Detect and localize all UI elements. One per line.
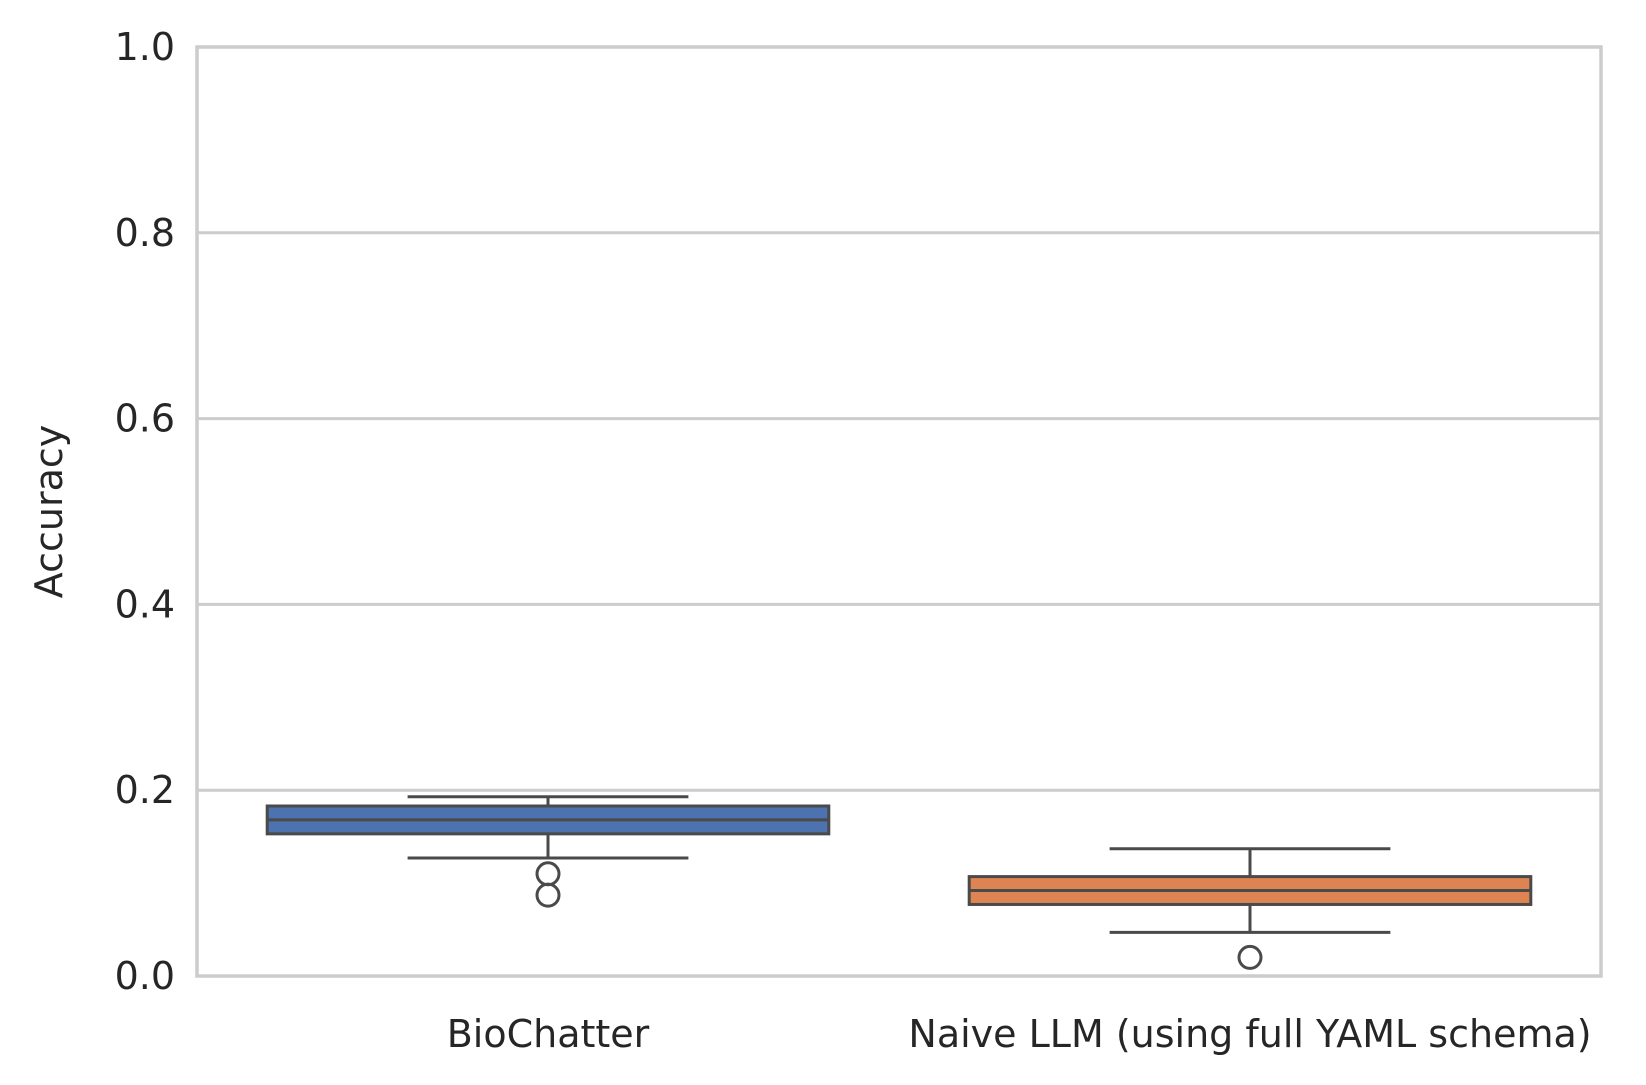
y-tick-label: 0.0	[115, 954, 175, 998]
plot-border	[195, 45, 1603, 978]
y-axis-label: Accuracy	[27, 425, 71, 599]
y-tick-label: 0.8	[115, 211, 175, 255]
x-category-label: Naive LLM (using full YAML schema)	[908, 1012, 1591, 1056]
x-category-label: BioChatter	[447, 1012, 650, 1056]
y-tick-label: 0.4	[115, 582, 175, 626]
outlier-point	[535, 861, 561, 887]
y-tick-label: 1.0	[115, 25, 175, 69]
outlier-point	[535, 882, 561, 908]
outlier-point	[1237, 944, 1263, 970]
y-tick-label: 0.2	[115, 768, 175, 812]
y-tick-label: 0.6	[115, 397, 175, 441]
box-series	[265, 795, 1533, 970]
gridlines	[197, 45, 1601, 978]
plot-frame	[195, 45, 1603, 978]
y-tick-labels: 0.0 0.2 0.4 0.6 0.8 1.0	[115, 25, 175, 998]
box-2	[967, 847, 1533, 970]
box-1	[265, 795, 831, 908]
x-category-labels: BioChatter Naive LLM (using full YAML sch…	[447, 1012, 1592, 1056]
